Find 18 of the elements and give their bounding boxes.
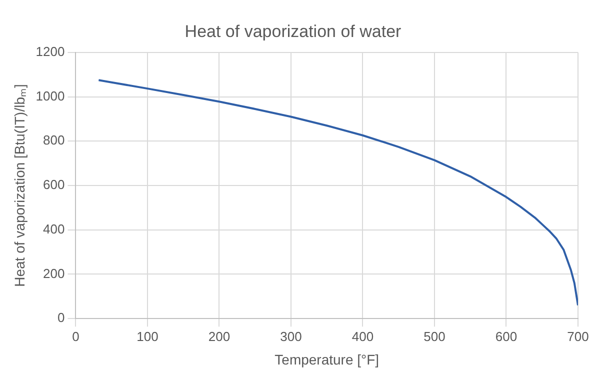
y-tick-label: 600	[43, 177, 65, 192]
y-tick-label: 0	[57, 310, 65, 326]
x-tick-label: 600	[495, 328, 518, 344]
x-tick-label: 300	[280, 328, 302, 344]
x-tick-label: 700	[567, 328, 589, 344]
x-tick-label: 200	[208, 328, 230, 344]
x-tick-label: 0	[72, 328, 80, 344]
y-axis-title: Heat of vaporization [Btu(IT)/lbₘ]	[11, 84, 28, 287]
y-tick-label: 1200	[36, 44, 65, 59]
x-tick-label: 100	[136, 328, 158, 344]
x-axis-title: Temperature [°F]	[274, 351, 380, 368]
y-tick-label: 800	[43, 132, 65, 148]
chart-title: Heat of vaporization of water	[184, 22, 402, 41]
y-tick-label: 1000	[36, 88, 65, 104]
x-tick-label: 400	[352, 328, 374, 344]
y-tick-label: 400	[43, 221, 65, 236]
y-tick-label: 200	[43, 266, 65, 281]
x-tick-label: 500	[424, 328, 446, 344]
